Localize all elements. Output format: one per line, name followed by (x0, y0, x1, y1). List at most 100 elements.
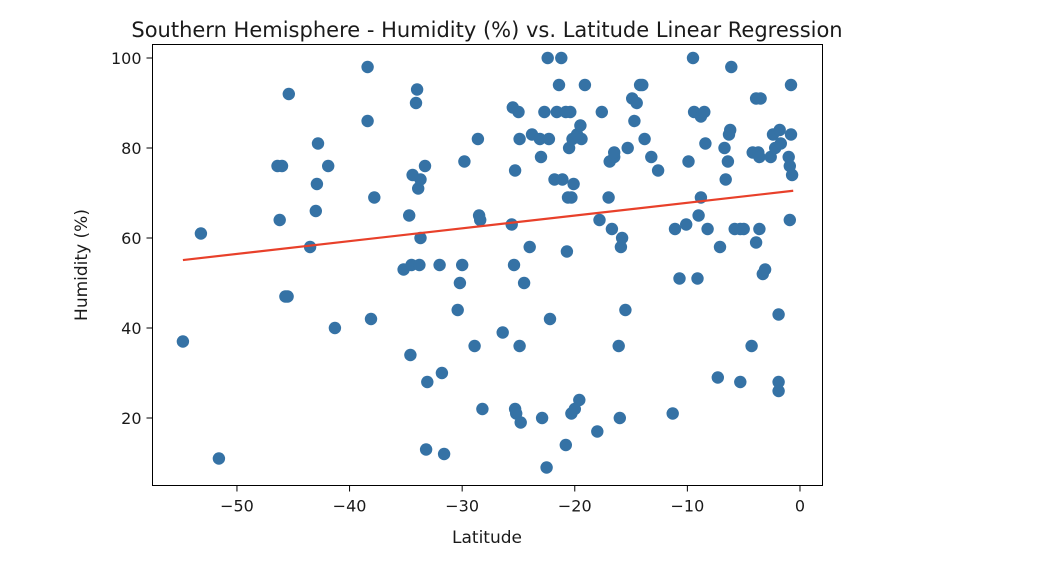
data-point (328, 321, 342, 335)
data-point (711, 371, 724, 384)
data-point (758, 263, 772, 276)
data-point (474, 213, 487, 227)
data-point (403, 209, 416, 222)
data-point (282, 87, 295, 101)
data-point (453, 276, 467, 290)
data-point (784, 78, 798, 92)
data-point (550, 105, 563, 119)
data-point (414, 231, 427, 245)
data-point (719, 173, 732, 186)
data-point (718, 141, 731, 155)
data-point (404, 348, 417, 362)
data-point (419, 443, 433, 456)
data-point (435, 366, 449, 380)
data-point (303, 240, 317, 254)
data-point (680, 218, 693, 231)
data-point (578, 78, 592, 92)
data-point (275, 159, 289, 173)
data-point (310, 177, 324, 191)
data-point (476, 402, 489, 416)
data-point (724, 123, 737, 137)
data-point (212, 452, 226, 465)
regression-line-layer (182, 189, 794, 262)
y-tick-label: 100 (111, 49, 142, 68)
data-point (668, 222, 682, 236)
data-point (673, 272, 686, 285)
data-point (638, 132, 651, 146)
data-point (505, 218, 518, 231)
data-point (613, 411, 626, 425)
x-axis-ticks: −50 −40 −30 −20 −10 0 (220, 485, 805, 516)
data-point (556, 173, 569, 186)
data-point (605, 222, 619, 236)
data-point (458, 155, 471, 168)
data-point (628, 114, 641, 128)
data-point (555, 51, 568, 65)
data-point (560, 245, 574, 258)
data-point (564, 105, 577, 119)
data-point (749, 236, 763, 249)
data-point (692, 209, 705, 222)
data-point (753, 222, 766, 236)
data-point (754, 92, 767, 105)
data-point (418, 159, 432, 173)
data-point (595, 105, 608, 119)
data-point (691, 272, 704, 285)
data-point (772, 384, 785, 398)
data-point (725, 60, 738, 74)
data-point (533, 132, 547, 146)
data-point (361, 60, 374, 74)
data-point (772, 308, 785, 321)
data-point (176, 335, 190, 348)
data-point (619, 303, 632, 317)
data-point (513, 339, 526, 353)
data-point (699, 137, 712, 150)
data-point (630, 96, 643, 110)
data-point (651, 164, 665, 177)
data-point (608, 146, 621, 159)
data-point (421, 375, 434, 389)
data-point (575, 132, 588, 146)
data-point (682, 155, 695, 168)
data-point (567, 177, 580, 191)
data-point (311, 137, 325, 150)
data-point (512, 105, 525, 119)
data-point (734, 375, 747, 389)
data-point (636, 78, 649, 92)
data-point (593, 213, 606, 227)
data-point (785, 168, 799, 182)
y-tick-label: 20 (121, 409, 141, 428)
y-axis-ticks: 20 40 60 80 100 (111, 49, 153, 428)
data-point (514, 416, 527, 429)
data-point (701, 222, 714, 236)
data-point (666, 407, 679, 420)
data-point (309, 204, 322, 218)
x-tick-label: −50 (220, 497, 254, 516)
data-point (451, 303, 464, 317)
data-point (535, 411, 549, 425)
data-point (745, 339, 758, 353)
data-point (542, 132, 556, 146)
data-point (573, 393, 586, 407)
y-tick-label: 60 (121, 229, 141, 248)
data-point (508, 164, 522, 177)
data-point (543, 312, 557, 326)
data-point (621, 141, 634, 155)
x-tick-label: −40 (333, 497, 367, 516)
data-point (773, 123, 786, 137)
data-point (273, 213, 286, 227)
data-point (361, 114, 374, 128)
data-point (409, 96, 423, 110)
data-point (615, 231, 629, 245)
data-point (410, 83, 424, 96)
data-point (782, 150, 795, 164)
data-point (783, 213, 796, 227)
data-point (559, 438, 572, 452)
data-point (774, 137, 787, 150)
chart-title: Southern Hemisphere - Humidity (%) vs. L… (131, 18, 842, 42)
data-point (713, 240, 727, 254)
y-axis-label: Humidity (%) (72, 209, 92, 321)
data-point (433, 258, 446, 272)
data-point (721, 155, 735, 168)
